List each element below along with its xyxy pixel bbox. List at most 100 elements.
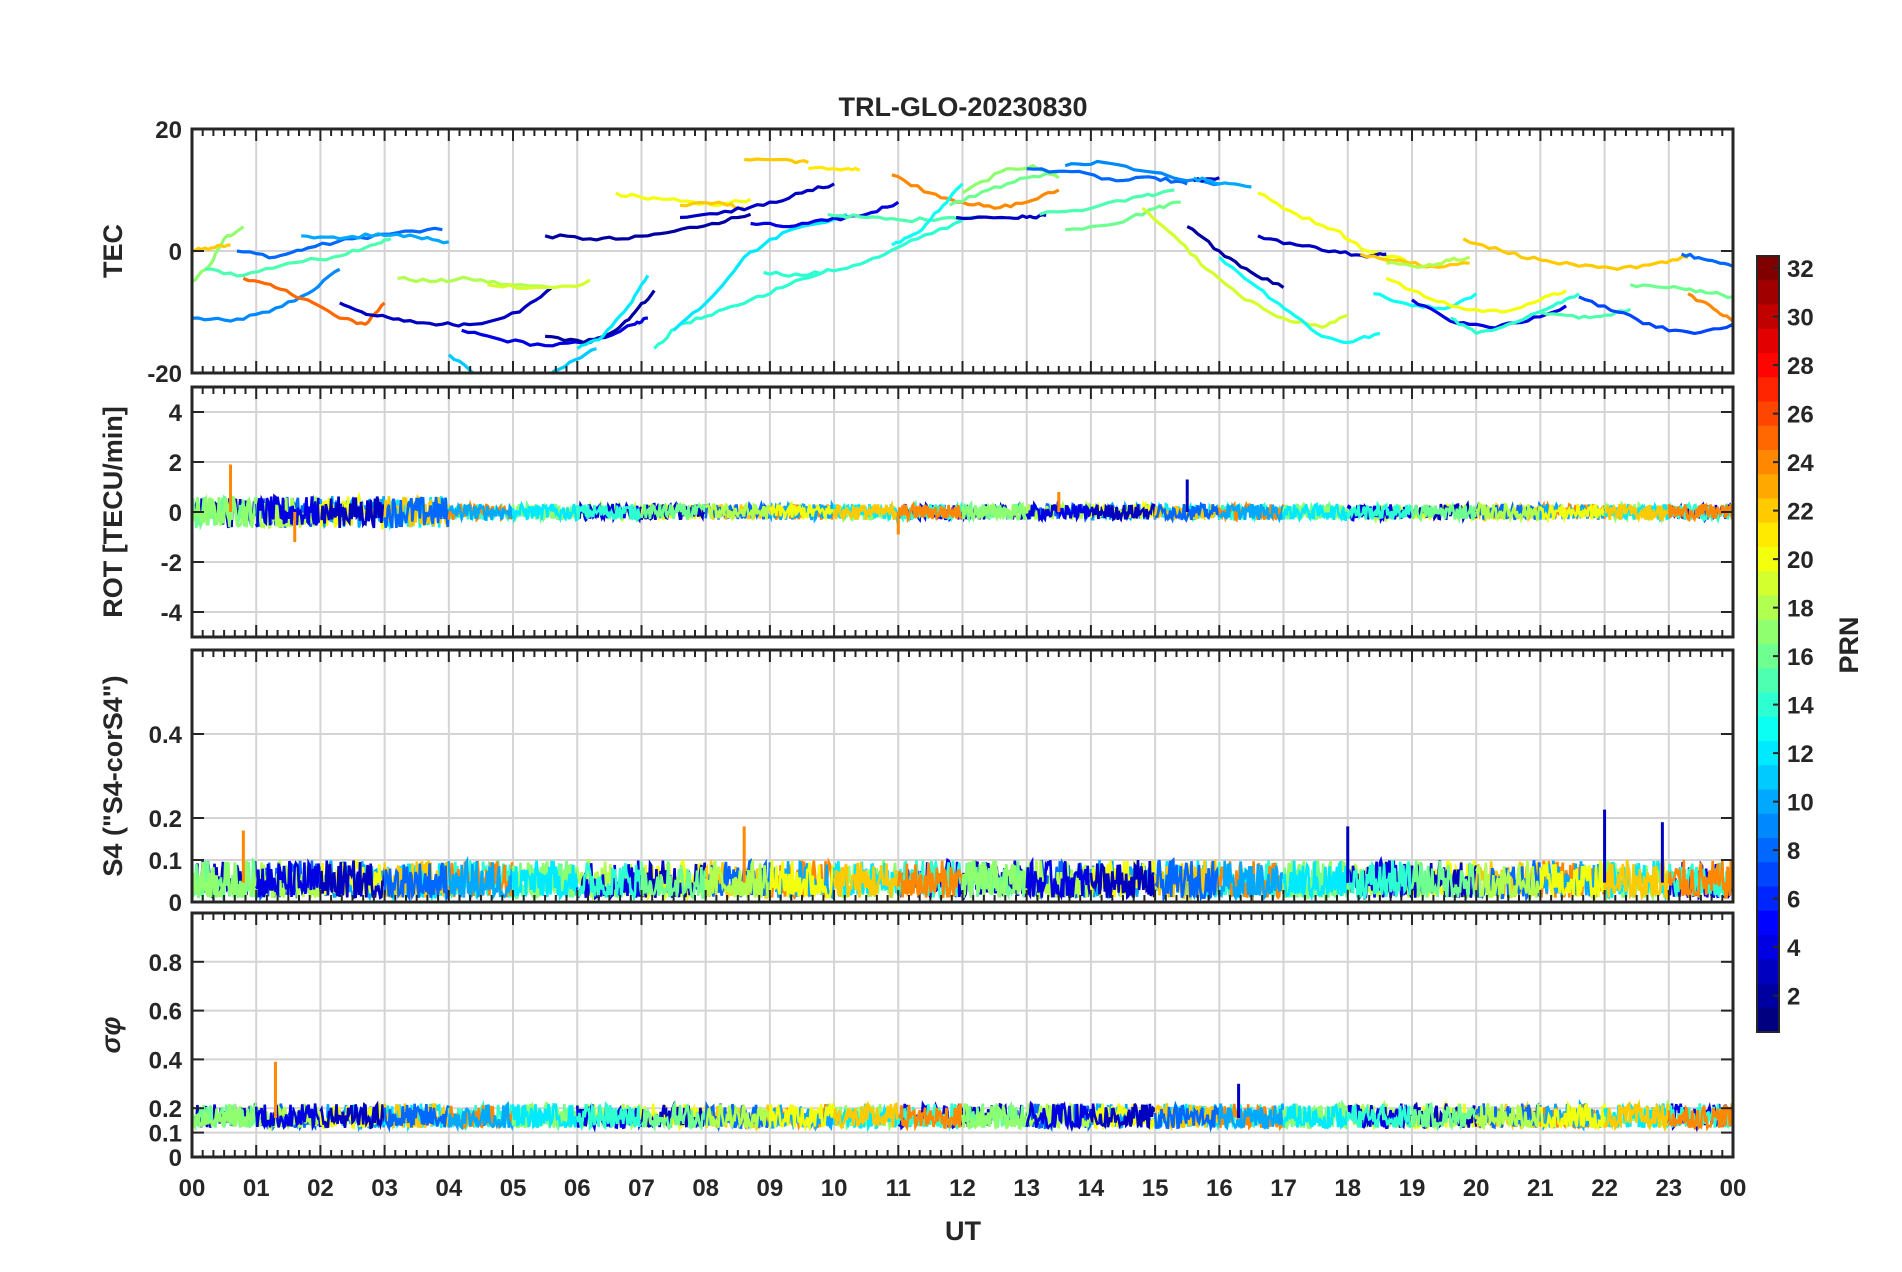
series-line: [1604, 503, 1671, 525]
colorbar-cell: [1757, 498, 1779, 524]
colorbar-tick-label: 26: [1787, 402, 1814, 429]
series-line: [319, 860, 386, 900]
series-line: [204, 237, 392, 278]
colorbar-cell: [1757, 910, 1779, 936]
x-axis-label: UT: [945, 1216, 981, 1246]
series-line: [1153, 1100, 1221, 1133]
series-line: [1687, 292, 1733, 323]
series-line: [1026, 167, 1188, 186]
series-line: [192, 267, 341, 323]
x-tick-label: 05: [500, 1175, 527, 1202]
series-line: [1065, 200, 1181, 232]
y-tick-label: 0.1: [149, 1121, 182, 1148]
series-line: [955, 213, 1047, 221]
y-tick-label: 0: [169, 239, 182, 266]
colorbar-cell: [1757, 983, 1779, 1009]
colorbar: 32 30 28 26 24 22 20 18 16 14 12 10 8 6 4 2: [1756, 255, 1814, 1033]
series-line: [461, 316, 648, 348]
colorbar-tick-label: 10: [1787, 790, 1814, 817]
series-line: [961, 860, 1028, 898]
series-line: [1539, 503, 1606, 524]
series-line: [1218, 255, 1381, 345]
colorbar-cell: [1757, 886, 1779, 912]
series-line: [705, 1103, 772, 1131]
series-line: [1346, 860, 1414, 901]
series-line: [1680, 252, 1733, 268]
y-tick-label: 0.4: [149, 722, 183, 749]
series-line: [672, 212, 848, 332]
series-line: [192, 1101, 258, 1132]
series-line: [961, 1102, 1028, 1132]
series-line: [1410, 501, 1478, 524]
x-tick-label: 06: [564, 1175, 591, 1202]
x-tick-label: 22: [1591, 1175, 1618, 1202]
series-line: [744, 157, 810, 165]
colorbar-tick-label: 12: [1787, 741, 1814, 768]
series-line: [1578, 295, 1733, 335]
x-ticks: [191, 387, 1734, 637]
series-line: [832, 862, 900, 898]
series-line: [1603, 1099, 1671, 1133]
x-tick-label: 21: [1527, 1175, 1554, 1202]
colorbar-tick-label: 18: [1787, 596, 1814, 623]
series-line: [447, 1100, 515, 1133]
colorbar-tick-label: 6: [1787, 887, 1800, 914]
colorbar-tick-label: 32: [1787, 256, 1814, 283]
y-tick-label: 0.8: [149, 950, 182, 977]
colorbar-cell: [1757, 838, 1779, 863]
x-tick-label: 13: [1013, 1175, 1040, 1202]
colorbar-cell: [1757, 789, 1779, 815]
x-tick-label: 04: [435, 1175, 462, 1202]
y-tick-label: -20: [147, 361, 182, 388]
series-line: [1186, 225, 1285, 289]
panel-1: 20 0 -20 TEC: [98, 117, 1735, 388]
series-line: [891, 182, 964, 247]
series-line: [1667, 502, 1733, 523]
series-line: [447, 347, 597, 373]
colorbar-cell: [1757, 765, 1779, 791]
series-line: [1359, 252, 1470, 269]
series-line: [511, 1102, 579, 1130]
series-line: [768, 499, 836, 522]
x-tick-label: 10: [821, 1175, 848, 1202]
colorbar-cell: [1757, 328, 1779, 354]
series-line: [511, 860, 579, 900]
series-line: [1539, 501, 1606, 520]
x-tick-label: 02: [307, 1175, 334, 1202]
x-tick-labels: 00 01 02 03 04 05 06 07 08 09 10 11 12 13 14 15 16 17 18 19…: [179, 1175, 1747, 1202]
colorbar-cell: [1757, 668, 1779, 694]
series-line: [1282, 502, 1350, 524]
series-line: [255, 1102, 322, 1132]
series-line: [1218, 1103, 1285, 1131]
series-line: [192, 225, 245, 283]
series-line: [242, 276, 386, 326]
y-tick-label: -4: [161, 600, 183, 627]
series-line: [898, 1103, 964, 1132]
colorbar-cell: [1757, 547, 1779, 572]
colorbar-cell: [1757, 425, 1779, 451]
x-tick-label: 01: [243, 1175, 270, 1202]
series-line: [641, 1099, 707, 1133]
series-line: [1192, 176, 1252, 189]
x-tick-label: 16: [1206, 1175, 1233, 1202]
series-line: [383, 496, 451, 529]
x-ticks: [191, 650, 1734, 902]
colorbar-cell: [1757, 595, 1779, 621]
series-line: [832, 1100, 900, 1130]
series-line: [1667, 1103, 1733, 1132]
series-line: [254, 493, 322, 528]
series-line: [192, 493, 258, 528]
series-line: [768, 1102, 836, 1132]
colorbar-cell: [1757, 571, 1779, 597]
x-ticks: [191, 913, 1734, 1157]
colorbar-cell: [1757, 959, 1779, 985]
colorbar-cell: [1757, 280, 1779, 306]
series-line: [339, 286, 553, 328]
y-tick-label: 20: [155, 117, 182, 144]
y-tick-label: 0: [169, 500, 182, 527]
series-line: [487, 278, 591, 290]
data-layer: [192, 464, 1733, 542]
y-tick-label: 0: [169, 1145, 182, 1172]
series-line: [640, 502, 707, 521]
y-tick-label: 0.4: [149, 1047, 183, 1074]
